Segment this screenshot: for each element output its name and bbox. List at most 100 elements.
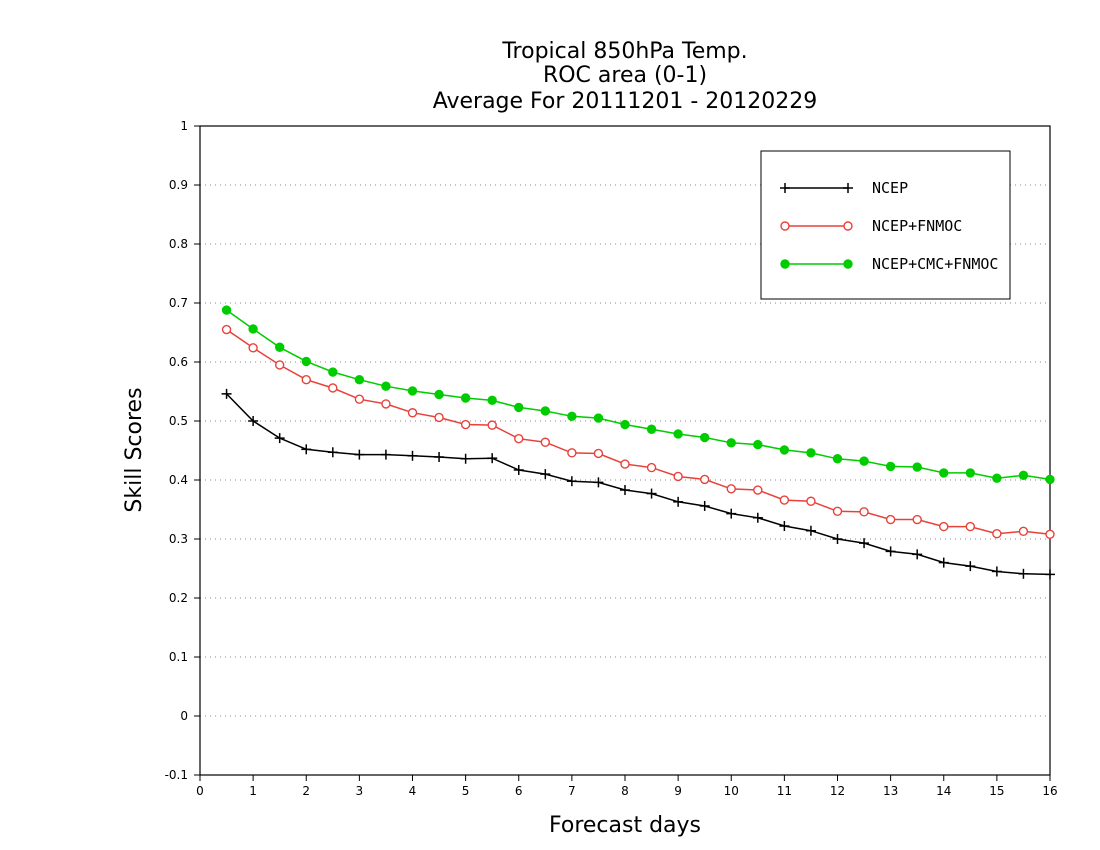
x-tick-label: 13 bbox=[883, 784, 898, 798]
data-point-ncep-cmc-fnmoc bbox=[885, 461, 896, 472]
data-point-ncep-fnmoc bbox=[434, 412, 444, 423]
data-point-ncep-cmc-fnmoc bbox=[620, 419, 630, 430]
chart-title-line-2: ROC area (0-1) bbox=[543, 63, 707, 88]
chart-title: Tropical 850hPa Temp. ROC area (0-1) Ave… bbox=[433, 39, 818, 114]
x-tick-label: 9 bbox=[674, 784, 682, 798]
data-point-ncep-cmc-fnmoc bbox=[832, 454, 843, 464]
legend: NCEP NCEP+FNMOC NCEP+CMC+FNMOC bbox=[760, 150, 1011, 300]
data-point-ncep-cmc-fnmoc bbox=[540, 406, 551, 416]
data-point-ncep-cmc-fnmoc bbox=[806, 448, 816, 458]
y-tick-label: 0.7 bbox=[169, 296, 188, 310]
y-axis-title: Skill Scores bbox=[122, 387, 147, 512]
y-tick-label: 0.9 bbox=[169, 178, 188, 192]
data-point-ncep-fnmoc bbox=[1045, 529, 1055, 539]
data-point-ncep-cmc-fnmoc bbox=[646, 424, 657, 434]
data-point-ncep bbox=[487, 453, 498, 464]
data-point-ncep bbox=[248, 416, 259, 426]
data-point-ncep bbox=[327, 447, 338, 458]
data-point-ncep-fnmoc bbox=[567, 448, 577, 458]
chart-title-line-3: Average For 20111201 - 20120229 bbox=[433, 89, 818, 114]
data-point-ncep bbox=[301, 444, 312, 455]
data-point-ncep-fnmoc bbox=[514, 434, 524, 444]
data-point-ncep-cmc-fnmoc bbox=[593, 413, 604, 423]
x-tick-label: 16 bbox=[1042, 784, 1057, 798]
data-point-ncep bbox=[1018, 568, 1029, 579]
data-point-ncep-fnmoc bbox=[460, 419, 471, 430]
data-point-ncep-cmc-fnmoc bbox=[328, 367, 338, 377]
data-point-ncep bbox=[938, 557, 949, 568]
axis-ticks: -0.100.10.20.30.40.50.60.70.80.910 1 2 3 4 5 6… bbox=[165, 119, 1058, 798]
data-point-ncep-fnmoc bbox=[221, 324, 232, 335]
data-point-ncep bbox=[380, 449, 391, 460]
data-point-ncep bbox=[673, 496, 684, 507]
y-tick-label: 0.1 bbox=[169, 650, 188, 664]
data-point-ncep bbox=[991, 566, 1002, 577]
data-point-ncep bbox=[540, 469, 551, 480]
data-point-ncep-fnmoc bbox=[726, 484, 736, 494]
y-tick-label: 1 bbox=[180, 119, 188, 133]
data-point-ncep-fnmoc bbox=[779, 495, 790, 505]
data-point-ncep-cmc-fnmoc bbox=[1045, 474, 1055, 485]
data-point-ncep-fnmoc bbox=[753, 485, 763, 495]
data-point-ncep bbox=[805, 525, 816, 536]
data-point-ncep bbox=[513, 464, 524, 475]
y-tick-label: 0.5 bbox=[169, 414, 188, 428]
x-tick-label: 4 bbox=[409, 784, 417, 798]
data-point-ncep bbox=[965, 561, 976, 572]
data-point-ncep-cmc-fnmoc bbox=[221, 305, 232, 315]
data-point-ncep bbox=[407, 450, 418, 461]
data-point-ncep bbox=[620, 485, 630, 496]
data-point-ncep-fnmoc bbox=[540, 437, 551, 447]
x-tick-label: 3 bbox=[356, 784, 364, 798]
x-axis-title: Forecast days bbox=[549, 813, 701, 838]
data-point-ncep-fnmoc bbox=[274, 360, 285, 370]
data-point-ncep-cmc-fnmoc bbox=[939, 468, 949, 478]
y-tick-label: 0.4 bbox=[169, 473, 188, 487]
data-point-ncep bbox=[646, 488, 657, 499]
data-point-ncep-fnmoc bbox=[381, 399, 391, 409]
data-point-ncep-cmc-fnmoc bbox=[859, 456, 869, 466]
x-tick-label: 1 bbox=[249, 784, 257, 798]
data-point-ncep bbox=[434, 451, 445, 462]
y-tick-label: 0.8 bbox=[169, 237, 188, 251]
x-tick-label: 15 bbox=[989, 784, 1004, 798]
x-tick-label: 12 bbox=[830, 784, 845, 798]
data-point-ncep-fnmoc bbox=[859, 507, 869, 517]
data-point-ncep-fnmoc bbox=[593, 448, 604, 459]
data-point-ncep-cmc-fnmoc bbox=[779, 445, 790, 455]
legend-marker bbox=[843, 221, 853, 231]
data-point-ncep bbox=[460, 453, 471, 464]
x-tick-label: 8 bbox=[621, 784, 629, 798]
data-point-ncep-cmc-fnmoc bbox=[274, 342, 285, 352]
data-point-ncep-fnmoc bbox=[487, 420, 497, 430]
x-tick-label: 2 bbox=[302, 784, 310, 798]
y-tick-label: 0.2 bbox=[169, 591, 188, 605]
data-point-ncep-cmc-fnmoc bbox=[248, 324, 258, 334]
data-point-ncep-cmc-fnmoc bbox=[965, 468, 976, 478]
data-point-ncep bbox=[859, 538, 870, 549]
data-point-ncep bbox=[885, 546, 896, 557]
data-point-ncep-cmc-fnmoc bbox=[992, 473, 1002, 483]
data-point-ncep-fnmoc bbox=[699, 474, 710, 485]
y-tick-label: 0.3 bbox=[169, 532, 188, 546]
legend-entry-ncep-fnmoc: NCEP+FNMOC bbox=[780, 217, 962, 235]
legend-marker bbox=[843, 259, 853, 269]
data-point-ncep-cmc-fnmoc bbox=[673, 429, 683, 439]
data-point-ncep bbox=[699, 500, 710, 511]
series-ncep-fnmoc bbox=[221, 324, 1055, 539]
data-point-ncep-fnmoc bbox=[646, 462, 657, 473]
series-ncep bbox=[221, 388, 1055, 580]
data-point-ncep-fnmoc bbox=[248, 343, 258, 353]
data-point-ncep bbox=[726, 508, 737, 519]
data-point-ncep-cmc-fnmoc bbox=[912, 462, 922, 472]
data-point-ncep-fnmoc bbox=[965, 521, 976, 532]
data-point-ncep-fnmoc bbox=[939, 521, 949, 532]
data-point-ncep bbox=[779, 521, 790, 532]
data-point-ncep-fnmoc bbox=[992, 528, 1002, 539]
data-point-ncep-fnmoc bbox=[806, 496, 816, 506]
y-tick-label: 0 bbox=[180, 709, 188, 723]
data-point-ncep-fnmoc bbox=[912, 514, 922, 525]
data-point-ncep-cmc-fnmoc bbox=[567, 411, 577, 421]
x-tick-label: 11 bbox=[777, 784, 792, 798]
